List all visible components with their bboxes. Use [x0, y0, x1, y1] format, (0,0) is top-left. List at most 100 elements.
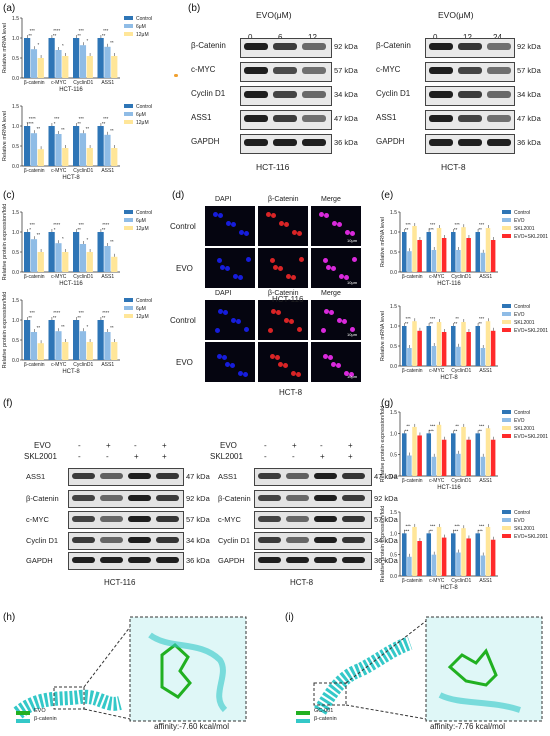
cell-dot: [276, 310, 281, 315]
cell-dot: [215, 328, 220, 333]
y-tick-label: 1.0: [12, 36, 19, 42]
blot-band: [72, 537, 95, 543]
legend-label: EVO+SKL2001: [514, 234, 548, 240]
x-tick-label: ASS1: [479, 368, 492, 374]
blot-row-label: GAPDH: [26, 556, 53, 565]
y-axis-label: Relative mRNA level: [2, 23, 8, 73]
sig-label: **: [77, 33, 81, 38]
sig-label: ***: [30, 28, 36, 33]
legend-swatch: [502, 320, 511, 324]
legend-label: EVO: [514, 418, 525, 424]
blot-band: [429, 115, 453, 122]
bar: [24, 38, 31, 78]
bar: [55, 134, 62, 166]
y-tick-label: 0.5: [12, 56, 19, 62]
legend-swatch: [124, 298, 133, 302]
blot-kda-label: 47 kDa: [334, 114, 358, 123]
blot-band: [286, 473, 309, 479]
micro-image: [205, 248, 255, 288]
bar: [97, 232, 104, 272]
dose-label: 24: [493, 33, 502, 42]
y-axis-label: Relative mRNA level: [380, 311, 386, 361]
cell-dot: [345, 230, 350, 235]
bar: [426, 232, 432, 272]
blot-band: [258, 557, 281, 563]
legend-label: 12μM: [136, 226, 149, 232]
bar: [426, 326, 432, 366]
y-tick-label: 1.0: [390, 531, 397, 537]
sig-label: **: [110, 325, 114, 330]
blot-row-label: β-Catenin: [26, 494, 59, 503]
blot-band: [342, 537, 365, 543]
legend-swatch: [124, 24, 133, 28]
sig-label: **: [53, 315, 57, 320]
legend-label: Control: [136, 298, 152, 304]
sig-label: **: [37, 325, 41, 330]
blot-band: [258, 516, 281, 522]
cell-dot: [244, 327, 249, 332]
micro-image: [311, 248, 361, 288]
bar: [417, 435, 422, 476]
blot-band: [458, 115, 482, 122]
legend-label: Control: [136, 16, 152, 22]
micro-column-header: Merge: [321, 290, 341, 297]
y-tick-label: 0.5: [390, 553, 397, 559]
blot-band: [458, 67, 482, 74]
legend-label: EVO: [514, 312, 525, 318]
micro-image: [205, 300, 255, 340]
cell-dot: [266, 212, 271, 217]
legend-swatch: [502, 304, 511, 308]
x-tick-label: β-catenin: [24, 274, 45, 280]
bar: [30, 332, 38, 360]
sig-label: *: [54, 121, 56, 126]
blot-band: [429, 139, 453, 146]
cell-dot: [218, 309, 223, 314]
micro-image: [258, 206, 308, 246]
bar: [62, 56, 69, 78]
blot-band: [487, 91, 511, 98]
x-axis-label: HCT-116: [437, 281, 461, 287]
sig-label: **: [454, 428, 458, 433]
legend-label: Control: [514, 410, 530, 416]
bar: [30, 49, 38, 78]
bar: [485, 526, 491, 576]
micro-image: [258, 342, 308, 382]
affinity-i: affinity:-7.76 kcal/mol: [430, 722, 505, 731]
x-axis-label: HCT-116: [437, 485, 461, 491]
sig-label: **: [455, 316, 459, 321]
cell-dot: [218, 213, 223, 218]
sig-label: **: [110, 40, 114, 45]
treatment-sign: +: [320, 452, 325, 461]
cell-dot: [222, 355, 227, 360]
dose-label: 12: [308, 33, 317, 42]
blot-strip: [68, 490, 184, 508]
chart-g-hct8-protein: Relative protein expression/fold 0.0 0.5 1.…: [380, 506, 548, 591]
cell-dot: [220, 265, 225, 270]
cell-dot: [226, 221, 231, 226]
bar: [407, 251, 412, 272]
sig-label: *: [86, 38, 88, 43]
sig-label: **: [86, 126, 90, 131]
sig-label: *: [86, 324, 88, 329]
bar: [79, 244, 87, 272]
legend-swatch: [502, 426, 511, 430]
x-tick-label: CyclinD1: [451, 478, 471, 484]
legend-swatch: [502, 210, 511, 214]
x-axis-label: HCT-8: [62, 369, 80, 375]
cell-dot: [349, 372, 354, 377]
blot-band: [156, 473, 179, 479]
bar: [461, 322, 466, 366]
scale-bar-label: 10μm: [347, 238, 358, 243]
sig-label: **: [405, 321, 409, 326]
blot-band: [314, 557, 337, 563]
sig-label: *: [86, 237, 88, 242]
treatment-sign: +: [162, 441, 167, 450]
y-axis-label: Relative protein expression/fold: [380, 506, 386, 583]
blot-row-label: Cyclin D1: [26, 536, 59, 545]
sig-label: ****: [29, 116, 36, 121]
cell-dot: [326, 265, 331, 270]
cell-dot: [292, 230, 297, 235]
bar: [412, 426, 417, 476]
blot-kda-label: 34 kDa: [517, 90, 541, 99]
sig-label: **: [102, 227, 106, 232]
